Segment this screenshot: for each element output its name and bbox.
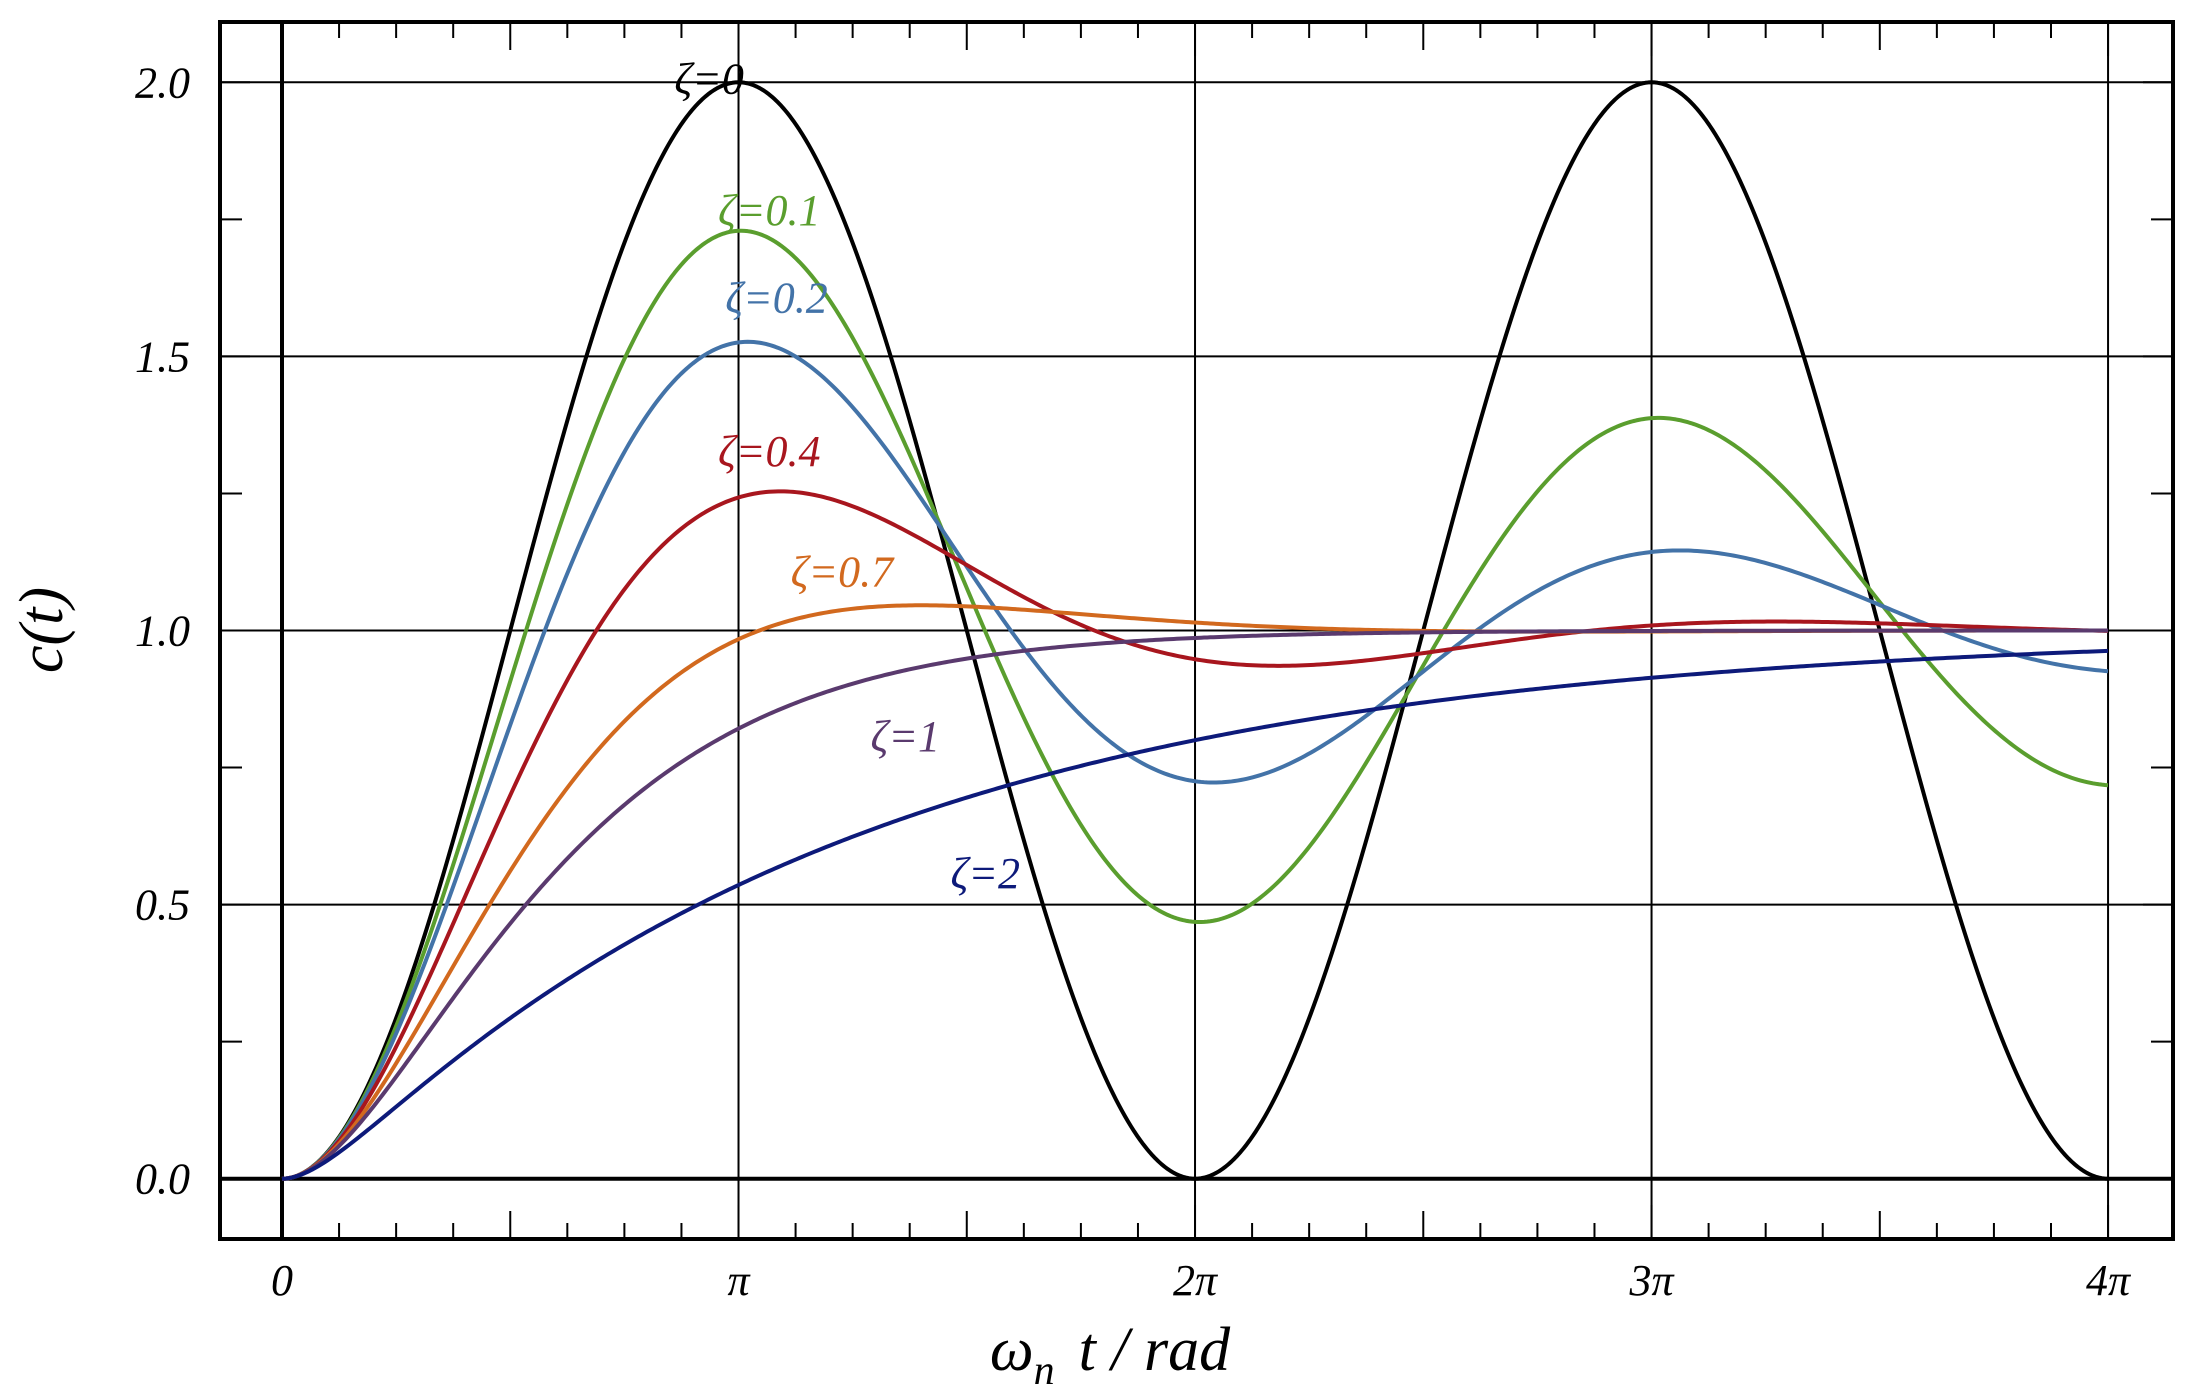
- x-tick-label-2: 2π: [1173, 1256, 1219, 1305]
- series-label-2: ζ=0.2: [725, 274, 828, 323]
- series-label-4: ζ=0.7: [791, 548, 896, 597]
- x-axis-label-rest: t / rad: [1079, 1316, 1232, 1384]
- series-label-6: ζ=2: [950, 849, 1020, 898]
- axis-label-layer: c(t) ωn t / rad: [8, 587, 1231, 1388]
- plot-frame: [218, 20, 2175, 1241]
- x-axis-label-omega: ω: [990, 1316, 1034, 1384]
- series-layer: [281, 80, 2109, 1181]
- x-tick-label-1: π: [727, 1256, 751, 1305]
- x-axis-label: ωn t / rad: [990, 1316, 1231, 1384]
- series-line-0: [281, 80, 2109, 1181]
- y-tick-label-0: 0.0: [135, 1155, 190, 1204]
- series-line-5: [281, 628, 2108, 1181]
- tick-layer: 0 π 2π 3π 4π 0.0 0.5 1.0 1.5 2.0: [135, 22, 2173, 1305]
- series-line-2: [281, 339, 2109, 1181]
- x-tick-label-4: 4π: [2086, 1256, 2132, 1305]
- series-line-1: [281, 228, 2109, 1181]
- series-label-3: ζ=0.4: [718, 427, 821, 476]
- y-tick-label-4: 2.0: [135, 58, 190, 107]
- x-axis-label-subscript: n: [1034, 1348, 1055, 1384]
- curve-label-layer: ζ=0 ζ=0.1 ζ=0.2 ζ=0.4 ζ=0.7 ζ=1 ζ=2: [674, 54, 1020, 898]
- x-tick-label-3: 3π: [1629, 1256, 1676, 1305]
- series-line-3: [281, 489, 2109, 1181]
- y-axis-label: c(t): [8, 587, 76, 673]
- y-tick-label-3: 1.5: [135, 332, 190, 381]
- y-tick-label-2: 1.0: [135, 607, 190, 656]
- series-label-5: ζ=1: [871, 712, 941, 761]
- series-label-1: ζ=0.1: [718, 186, 821, 235]
- series-line-6: [281, 648, 2109, 1181]
- series-label-0: ζ=0: [674, 54, 744, 103]
- y-tick-label-1: 0.5: [135, 881, 190, 930]
- x-tick-label-0: 0: [271, 1256, 293, 1305]
